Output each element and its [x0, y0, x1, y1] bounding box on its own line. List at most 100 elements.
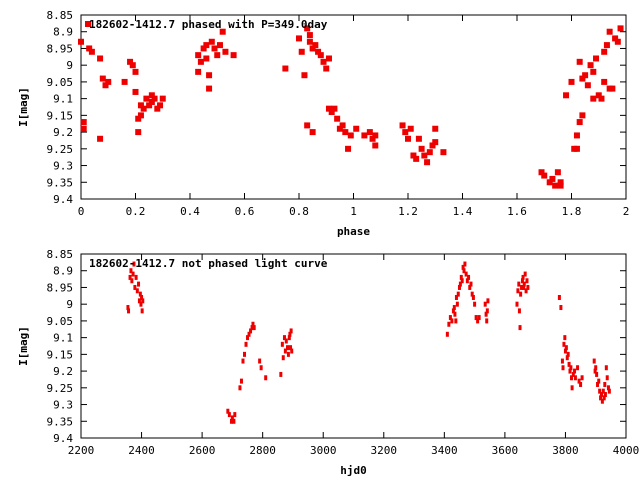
y-tick-label: 9.4	[53, 193, 73, 206]
chart-panel-1: 0 0.2 0.4 0.6 0.8 1 1.2 1.4 1.6 1.8 2 8.85 8.9 8.95 9 9…	[17, 9, 629, 238]
data-point	[141, 298, 145, 304]
data-point	[157, 102, 164, 109]
data-point	[309, 129, 316, 136]
data-point	[515, 301, 519, 307]
x-tick-label: 1.6	[507, 205, 527, 218]
data-point	[421, 152, 428, 159]
x-tick-label: 0	[78, 205, 85, 218]
data-point	[241, 358, 245, 364]
data-point	[148, 92, 155, 99]
chart-panel-2: 2200 2400 2600 2800 3000 3200 3400 3600 3800 4000…	[17, 248, 639, 477]
data-point	[525, 278, 529, 284]
data-point	[573, 368, 577, 374]
data-point	[258, 358, 262, 364]
data-point	[579, 75, 586, 82]
data-point	[287, 335, 291, 341]
data-point	[334, 115, 341, 122]
data-point	[604, 365, 608, 371]
data-point	[601, 78, 608, 85]
data-point	[546, 179, 553, 186]
data-point	[259, 365, 263, 371]
data-point	[473, 301, 477, 307]
data-point	[459, 274, 463, 280]
data-point	[306, 32, 313, 39]
data-series	[78, 25, 624, 189]
data-point	[243, 351, 246, 357]
y-tick-label: 9.25	[47, 143, 74, 156]
data-point	[285, 345, 289, 351]
data-point	[541, 172, 548, 179]
data-point	[410, 152, 417, 159]
data-point	[325, 105, 332, 112]
data-point	[372, 132, 379, 139]
y-tick-label: 9.3	[53, 160, 73, 173]
data-point	[467, 274, 471, 280]
x-tick-label: 3000	[310, 444, 337, 457]
data-point	[453, 311, 457, 317]
y-tick-label: 8.9	[53, 26, 73, 39]
data-point	[601, 388, 605, 394]
data-point	[369, 135, 376, 142]
data-point	[195, 68, 202, 75]
data-point	[516, 288, 520, 294]
data-point	[429, 142, 436, 149]
data-point	[139, 301, 143, 307]
x-tick-label: 0.4	[180, 205, 200, 218]
data-point	[452, 305, 456, 311]
data-point	[573, 375, 577, 381]
data-point	[454, 318, 458, 324]
data-point	[568, 368, 572, 374]
data-point	[252, 325, 256, 331]
data-point	[483, 301, 487, 307]
data-point	[298, 48, 305, 55]
x-axis-label: phase	[337, 225, 370, 238]
data-point	[458, 281, 462, 287]
data-point	[279, 371, 283, 377]
data-point	[159, 95, 166, 102]
data-point	[593, 368, 597, 374]
x-tick-label: 3200	[371, 444, 398, 457]
data-point	[137, 102, 144, 109]
data-point	[469, 281, 473, 287]
data-point	[606, 28, 613, 35]
data-point	[203, 42, 210, 49]
data-point	[614, 38, 621, 45]
x-tick-label: 1.2	[398, 205, 418, 218]
data-point	[522, 284, 526, 290]
data-point	[415, 135, 422, 142]
data-point	[304, 25, 311, 32]
data-point	[570, 385, 574, 391]
data-point	[284, 338, 288, 344]
data-point	[463, 261, 467, 267]
data-point	[129, 62, 136, 69]
data-point	[203, 55, 210, 62]
data-point	[290, 348, 294, 354]
data-point	[97, 135, 104, 142]
data-point	[602, 395, 606, 401]
data-point	[617, 25, 624, 32]
data-point	[127, 58, 134, 65]
data-point	[88, 48, 95, 55]
data-point	[526, 284, 530, 290]
data-point	[134, 274, 138, 280]
data-point	[128, 274, 132, 280]
data-point	[565, 355, 569, 361]
data-point	[197, 58, 204, 65]
data-point	[143, 95, 150, 102]
data-point	[576, 119, 583, 126]
data-point	[579, 112, 586, 119]
y-tick-label: 9.15	[47, 348, 74, 361]
data-point	[582, 72, 589, 79]
y-axis-label: I[mag]	[17, 87, 30, 127]
data-point	[607, 388, 611, 394]
data-point	[281, 355, 285, 361]
y-tick-label: 9.15	[47, 109, 74, 122]
data-point	[474, 315, 478, 321]
data-point	[580, 375, 584, 381]
data-point	[569, 365, 573, 371]
data-point	[286, 351, 290, 357]
data-point	[121, 78, 128, 85]
data-point	[222, 48, 229, 55]
data-point	[570, 375, 573, 381]
data-point	[315, 48, 322, 55]
